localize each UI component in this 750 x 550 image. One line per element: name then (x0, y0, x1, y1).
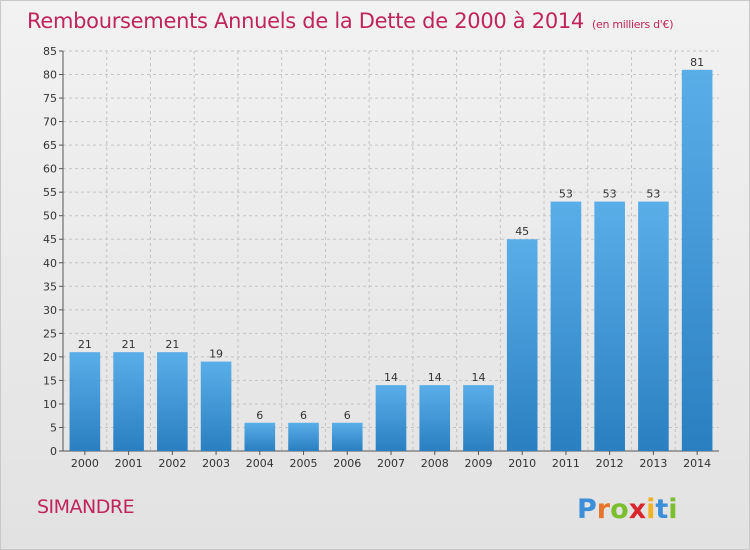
value-label: 21 (78, 338, 92, 351)
value-label: 21 (165, 338, 179, 351)
y-tick-label: 40 (43, 257, 57, 270)
y-tick-label: 45 (43, 233, 57, 246)
x-tick-label: 2006 (333, 457, 361, 470)
value-label: 53 (646, 188, 660, 201)
value-label: 14 (428, 371, 442, 384)
bar-2000 (69, 352, 101, 451)
bar-2003 (200, 361, 232, 451)
x-tick-label: 2009 (464, 457, 492, 470)
bar-2009 (463, 385, 494, 451)
value-label: 53 (559, 188, 573, 201)
bar-2012 (594, 201, 625, 451)
value-label: 21 (122, 338, 136, 351)
svg-text:Proxiti: Proxiti (577, 494, 678, 525)
value-label: 81 (690, 56, 704, 69)
y-tick-label: 15 (43, 374, 57, 387)
x-tick-label: 2002 (158, 457, 186, 470)
y-tick-label: 75 (43, 92, 57, 105)
bar-2011 (550, 201, 582, 451)
y-tick-label: 30 (43, 304, 57, 317)
value-label: 19 (209, 348, 223, 361)
y-tick-label: 35 (43, 280, 57, 293)
x-tick-label: 2005 (290, 457, 318, 470)
bar-2001 (113, 352, 144, 451)
y-tick-label: 85 (43, 45, 57, 58)
bars (69, 69, 713, 451)
y-tick-label: 80 (43, 69, 57, 82)
x-tick-label: 2010 (508, 457, 536, 470)
x-tick-label: 2013 (639, 457, 667, 470)
bar-2008 (419, 385, 451, 451)
x-tick-label: 2007 (377, 457, 405, 470)
y-tick-label: 70 (43, 116, 57, 129)
y-tick-label: 10 (43, 398, 57, 411)
x-tick-label: 2008 (421, 457, 449, 470)
bar-2006 (331, 422, 363, 451)
x-tick-label: 2001 (115, 457, 143, 470)
bar-2014 (681, 69, 713, 451)
y-tick-label: 0 (50, 445, 57, 458)
y-tick-label: 60 (43, 163, 57, 176)
commune-name: SIMANDRE (37, 496, 135, 518)
value-label: 6 (344, 409, 351, 422)
chart-subtitle: (en milliers d'€) (592, 18, 674, 31)
bar-2004 (244, 422, 276, 451)
x-tick-label: 2011 (552, 457, 580, 470)
chart-title-main: Remboursements Annuels de la Dette de 20… (27, 9, 584, 33)
x-tick-label: 2012 (596, 457, 624, 470)
value-label: 6 (256, 409, 263, 422)
value-label: 53 (603, 188, 617, 201)
value-label: 14 (471, 371, 485, 384)
y-tick-label: 5 (50, 421, 57, 434)
y-tick-label: 55 (43, 186, 57, 199)
x-tick-label: 2003 (202, 457, 230, 470)
value-label: 14 (384, 371, 398, 384)
chart-title: Remboursements Annuels de la Dette de 20… (27, 9, 673, 33)
labels: 0 5 10 15 20 25 30 35 40 45 50 55 60 65 70 75 80 85 2000 21… (43, 45, 711, 470)
y-tick-label: 20 (43, 351, 57, 364)
bar-2002 (157, 352, 188, 451)
y-tick-label: 65 (43, 139, 57, 152)
x-tick-label: 2014 (683, 457, 711, 470)
value-label: 45 (515, 225, 529, 238)
x-tick-label: 2004 (246, 457, 274, 470)
y-tick-label: 50 (43, 210, 57, 223)
bar-2013 (638, 201, 669, 451)
bar-2005 (288, 422, 319, 451)
value-label: 6 (300, 409, 307, 422)
bar-2007 (375, 385, 407, 451)
y-tick-label: 25 (43, 327, 57, 340)
bar-2010 (506, 239, 538, 451)
x-tick-label: 2000 (71, 457, 99, 470)
proxiti-logo: Proxiti (577, 494, 678, 525)
